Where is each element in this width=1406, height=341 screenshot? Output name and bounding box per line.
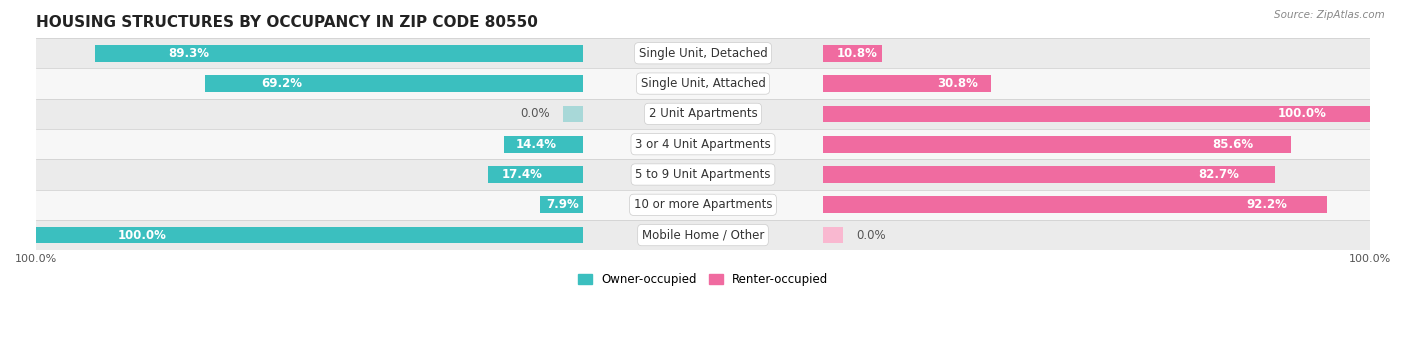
Text: 7.9%: 7.9% (547, 198, 579, 211)
Bar (823, 166, 1275, 183)
Text: 10 or more Apartments: 10 or more Apartments (634, 198, 772, 211)
Bar (823, 196, 1327, 213)
Text: HOUSING STRUCTURES BY OCCUPANCY IN ZIP CODE 80550: HOUSING STRUCTURES BY OCCUPANCY IN ZIP C… (37, 15, 538, 30)
Bar (37, 159, 1369, 190)
Text: 100.0%: 100.0% (1277, 107, 1326, 120)
Bar (823, 227, 844, 243)
Text: 3 or 4 Unit Apartments: 3 or 4 Unit Apartments (636, 138, 770, 151)
Bar (540, 196, 583, 213)
Text: 85.6%: 85.6% (1212, 138, 1254, 151)
Text: 14.4%: 14.4% (516, 138, 557, 151)
Text: Single Unit, Detached: Single Unit, Detached (638, 47, 768, 60)
Text: 0.0%: 0.0% (520, 107, 550, 120)
Text: 92.2%: 92.2% (1246, 198, 1286, 211)
Text: 30.8%: 30.8% (938, 77, 979, 90)
Text: Mobile Home / Other: Mobile Home / Other (641, 228, 765, 242)
Bar (37, 99, 1369, 129)
Bar (505, 136, 583, 152)
Text: 69.2%: 69.2% (262, 77, 302, 90)
Text: 0.0%: 0.0% (856, 228, 886, 242)
Bar (204, 75, 583, 92)
Text: 82.7%: 82.7% (1198, 168, 1239, 181)
Text: 10.8%: 10.8% (837, 47, 877, 60)
Text: 5 to 9 Unit Apartments: 5 to 9 Unit Apartments (636, 168, 770, 181)
Text: 2 Unit Apartments: 2 Unit Apartments (648, 107, 758, 120)
Text: 100.0%: 100.0% (118, 228, 167, 242)
Text: 89.3%: 89.3% (167, 47, 209, 60)
Bar (823, 106, 1369, 122)
Bar (823, 75, 991, 92)
Bar (37, 38, 1369, 69)
Bar (823, 45, 882, 62)
Bar (37, 69, 1369, 99)
Bar (562, 106, 583, 122)
Bar (94, 45, 583, 62)
Text: Source: ZipAtlas.com: Source: ZipAtlas.com (1274, 10, 1385, 20)
Text: 17.4%: 17.4% (502, 168, 543, 181)
Text: Single Unit, Attached: Single Unit, Attached (641, 77, 765, 90)
Bar (37, 220, 1369, 250)
Bar (488, 166, 583, 183)
Bar (37, 227, 583, 243)
Bar (823, 136, 1291, 152)
Legend: Owner-occupied, Renter-occupied: Owner-occupied, Renter-occupied (572, 269, 834, 291)
Bar (37, 190, 1369, 220)
Bar (37, 129, 1369, 159)
